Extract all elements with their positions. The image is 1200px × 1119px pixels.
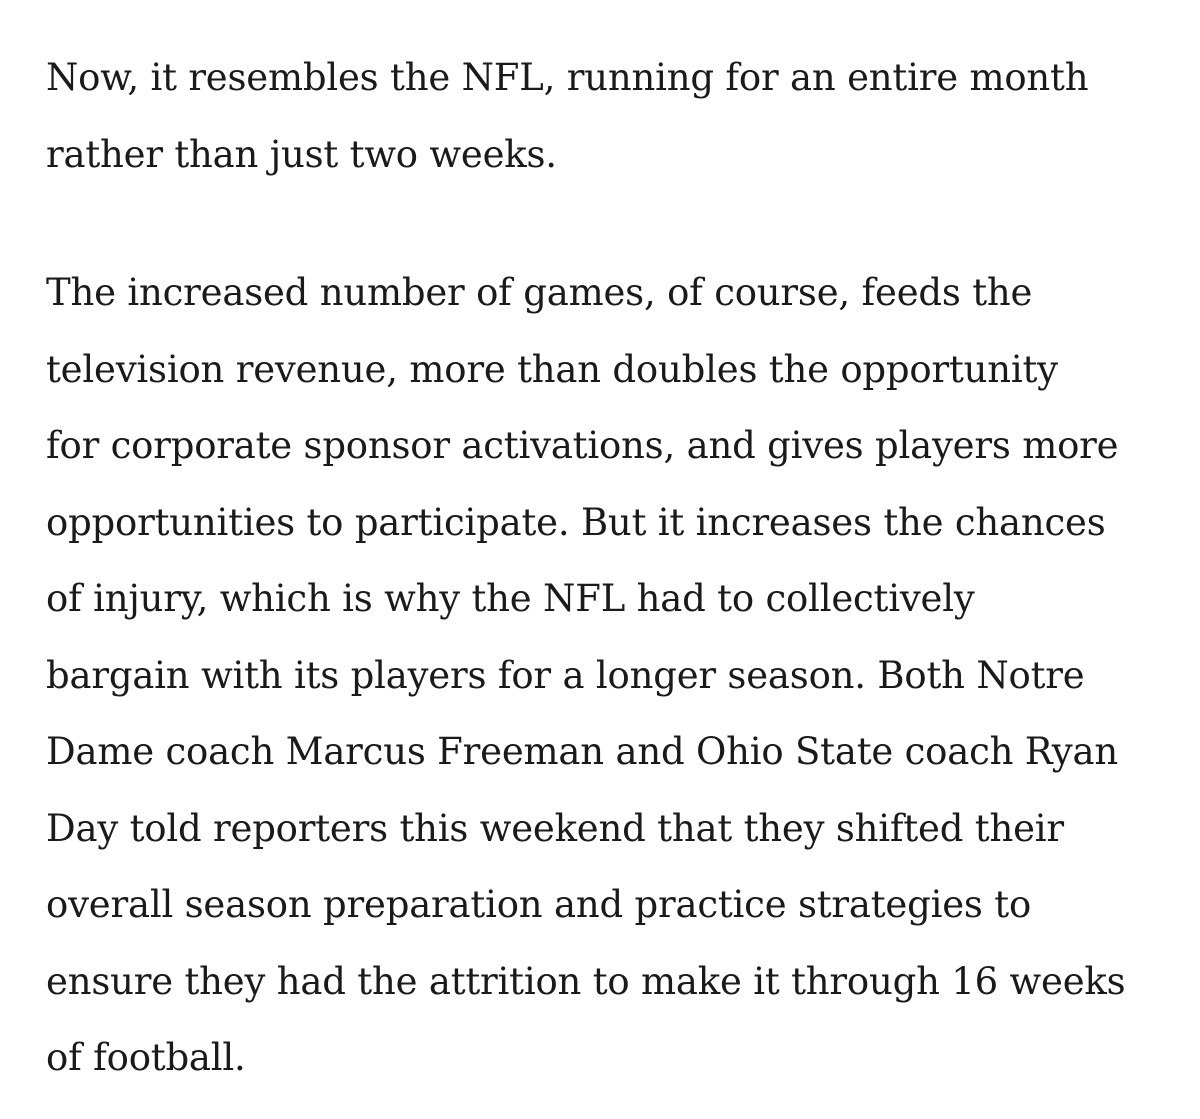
paragraph-line: of injury, which is why the NFL had to c… [46, 577, 975, 620]
paragraph-line: rather than just two weeks. [46, 132, 557, 176]
paragraph-line: opportunities to participate. But it inc… [46, 500, 1106, 544]
paragraph-line: The increased number of games, of course… [46, 271, 1033, 314]
paragraph-line: of football. [46, 1036, 246, 1079]
paragraph-line: bargain with its players for a longer se… [46, 653, 1085, 697]
paragraph-line: Dame coach Marcus Freeman and Ohio State… [46, 730, 1118, 773]
paragraph-line: for corporate sponsor activations, and g… [46, 424, 1119, 467]
paragraph-line: ensure they had the attrition to make it… [46, 959, 1126, 1003]
paragraph-1: Now, it resembles the NFL, running for a… [46, 40, 1089, 193]
paragraph-line: overall season preparation and practice … [46, 883, 1032, 926]
paragraph-2: The increased number of games, of course… [46, 255, 1126, 1097]
paragraph-line: television revenue, more than doubles th… [46, 347, 1058, 391]
paragraph-line: Day told reporters this weekend that the… [46, 806, 1064, 850]
paragraph-line: Now, it resembles the NFL, running for a… [46, 56, 1089, 99]
